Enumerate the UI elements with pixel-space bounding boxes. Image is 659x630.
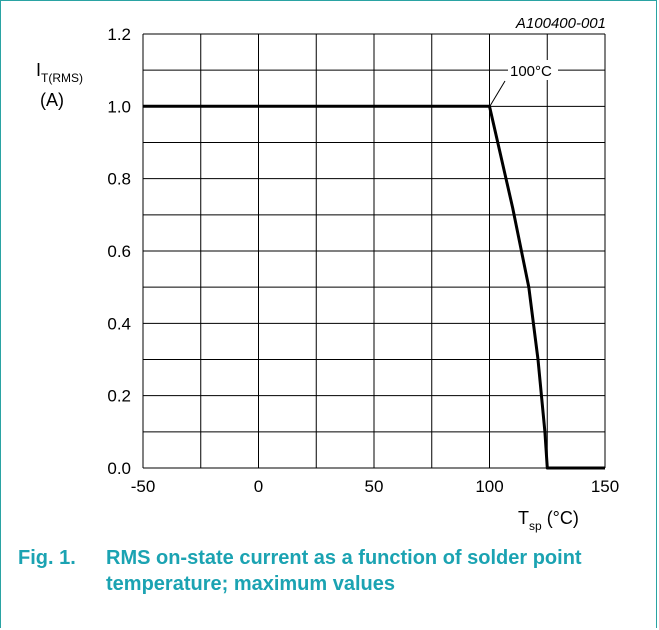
x-tick-label: 0 bbox=[254, 477, 263, 496]
y-axis-unit: (A) bbox=[40, 90, 64, 110]
x-tick-label: 50 bbox=[365, 477, 384, 496]
y-axis-label: IT(RMS) bbox=[36, 60, 83, 85]
x-axis-label: Tsp (°C) bbox=[518, 508, 579, 533]
series-line bbox=[143, 104, 605, 470]
grid bbox=[142, 33, 606, 469]
chart: 0.0 0.2 0.4 0.6 0.8 1.0 1.2 -50 0 50 100 150 100°C… bbox=[36, 15, 619, 533]
x-axis-unit: (°C) bbox=[547, 508, 579, 528]
y-axis-subscript: T(RMS) bbox=[41, 71, 83, 85]
x-tick-label: 150 bbox=[591, 477, 619, 496]
annotation-leader-line bbox=[489, 80, 506, 107]
y-axis-symbol: I bbox=[36, 60, 41, 80]
series-layer bbox=[143, 104, 605, 470]
y-tick-label: 1.2 bbox=[107, 25, 131, 44]
x-tick-labels: -50 0 50 100 150 bbox=[131, 477, 619, 496]
figure-code: A100400-001 bbox=[515, 15, 606, 32]
caption-text: RMS on-state current as a function of so… bbox=[106, 547, 582, 595]
y-tick-label: 0.4 bbox=[107, 314, 131, 333]
y-tick-label: 0.8 bbox=[107, 170, 131, 189]
y-tick-label: 0.6 bbox=[107, 242, 131, 261]
x-axis-subscript: sp bbox=[529, 519, 542, 533]
annotation-background bbox=[508, 60, 558, 80]
x-tick-label: -50 bbox=[131, 477, 156, 496]
annotation-label: 100°C bbox=[510, 63, 552, 80]
caption-number: Fig. 1. bbox=[18, 547, 76, 569]
y-tick-label: 0.0 bbox=[107, 459, 131, 478]
y-tick-labels: 0.0 0.2 0.4 0.6 0.8 1.0 1.2 bbox=[107, 25, 131, 478]
x-axis-symbol: T bbox=[518, 508, 529, 528]
y-tick-label: 0.2 bbox=[107, 387, 131, 406]
x-tick-label: 100 bbox=[475, 477, 503, 496]
y-tick-label: 1.0 bbox=[107, 97, 131, 116]
